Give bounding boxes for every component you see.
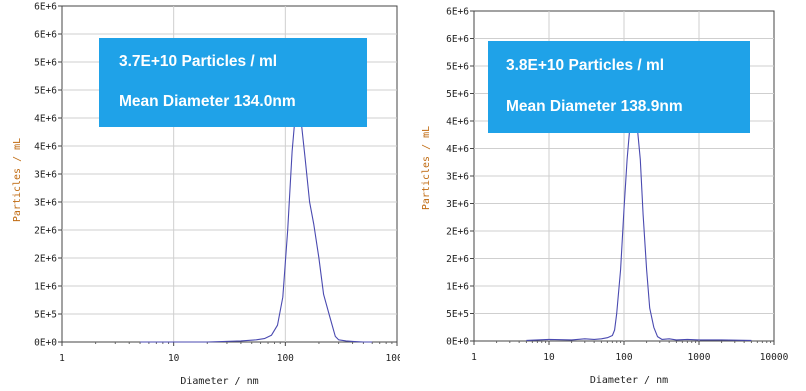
y-tick-label: 1E+6: [34, 282, 57, 293]
x-tick-label: 1000: [386, 353, 400, 364]
x-tick-label: 1: [59, 353, 65, 364]
annotation-particles-left: 3.7E+10 Particles / ml: [119, 53, 278, 70]
y-tick-label: 2E+6: [34, 254, 57, 265]
x-tick-label: 1000: [688, 352, 711, 363]
chart-right: 0E+0 5E+5 1E+6 2E+6 2E+6 3E+6 3E+6 4E+6 4E+6 5E+6…: [403, 0, 806, 391]
y-tick-label: 5E+6: [446, 89, 469, 100]
y-tick-label: 5E+5: [34, 310, 57, 321]
y-tick-label: 1E+6: [446, 282, 469, 293]
series-line: [140, 103, 373, 343]
x-tick-label: 10: [543, 352, 555, 363]
x-axis-title: Diameter / nm: [590, 375, 668, 386]
annotation-box-left: 3.7E+10 Particles / ml Mean Diameter 134…: [99, 38, 367, 127]
y-tick-label: 0E+0: [34, 338, 57, 349]
y-tick-label: 2E+6: [34, 226, 57, 237]
x-tick-label: 1: [471, 352, 477, 363]
y-axis-title: Particles / mL: [12, 138, 23, 222]
y-tick-label: 0E+0: [446, 337, 469, 348]
annotation-box-right: 3.8E+10 Particles / ml Mean Diameter 138…: [488, 41, 750, 133]
y-tick-label: 3E+6: [34, 198, 57, 209]
y-tick-label: 5E+6: [34, 58, 57, 69]
y-tick-label: 6E+6: [34, 2, 57, 13]
y-tick-label: 2E+6: [446, 227, 469, 238]
y-tick-label: 3E+6: [34, 170, 57, 181]
x-tick-label: 100: [615, 352, 632, 363]
y-tick-label: 4E+6: [34, 114, 57, 125]
x-tick-label: 10000: [760, 352, 789, 363]
x-axis-title: Diameter / nm: [180, 376, 258, 387]
annotation-mean-diameter-right: Mean Diameter 138.9nm: [506, 98, 683, 115]
y-tick-label: 6E+6: [446, 7, 469, 18]
y-tick-label: 4E+6: [446, 144, 469, 155]
y-tick-label: 4E+6: [34, 142, 57, 153]
annotation-mean-diameter-left: Mean Diameter 134.0nm: [119, 93, 296, 110]
y-tick-label: 6E+6: [34, 30, 57, 41]
y-tick-label: 5E+6: [34, 86, 57, 97]
y-tick-label: 3E+6: [446, 172, 469, 183]
y-tick-label: 4E+6: [446, 117, 469, 128]
y-tick-label: 3E+6: [446, 199, 469, 210]
y-tick-label: 2E+6: [446, 254, 469, 265]
y-axis-title: Particles / mL: [421, 126, 432, 210]
chart-left: 0E+0 5E+5 1E+6 2E+6 2E+6 3E+6 3E+6 4E+6 4E+6 5E+6…: [0, 0, 400, 391]
y-tick-label: 5E+5: [446, 309, 469, 320]
y-tick-label: 5E+6: [446, 62, 469, 73]
x-tick-label: 100: [277, 353, 294, 364]
annotation-particles-right: 3.8E+10 Particles / ml: [506, 57, 665, 74]
y-tick-label: 6E+6: [446, 34, 469, 45]
x-tick-label: 10: [168, 353, 180, 364]
